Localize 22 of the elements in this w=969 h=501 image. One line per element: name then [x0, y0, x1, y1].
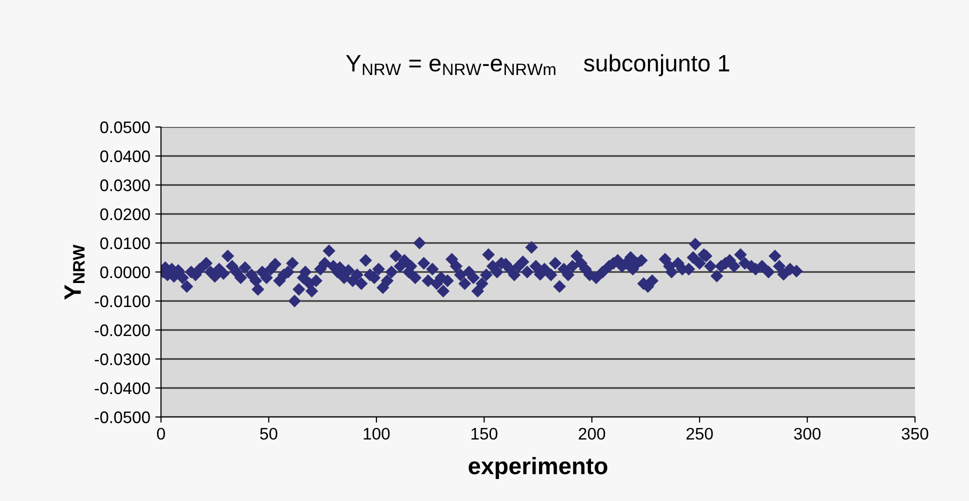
y-tick-label: 0.0200: [100, 208, 150, 220]
y-axis-title: Y$_{NRW}$: [64, 244, 85, 300]
chart-title: Y$_{NRW}$ = e$_{NRW}$-e$_{NRWm}$ subconjunto 1: [346, 54, 730, 76]
y-tick-label: 0.0400: [100, 150, 150, 162]
y-tick-label: 0.0500: [100, 121, 150, 134]
x-axis-title: experimento: [468, 456, 608, 480]
y-tick-label: 0.0100: [100, 237, 150, 250]
x-tick-label: 250: [686, 428, 713, 440]
y-tick-label: -0.0400: [94, 382, 150, 394]
x-tick-label: 200: [578, 428, 606, 440]
x-tick-label: 350: [902, 428, 928, 440]
y-tick-label: -0.0500: [94, 411, 150, 424]
y-tick-label: 0.0300: [100, 179, 150, 192]
y-tick-label: -0.0300: [94, 353, 150, 366]
x-tick-label: 100: [364, 428, 390, 440]
x-tick-label: 50: [260, 428, 278, 440]
y-tick-label: -0.0100: [94, 295, 150, 308]
x-tick-label: 150: [472, 428, 498, 440]
y-tick-label: 0.0000: [100, 266, 150, 278]
y-tick-label: -0.0200: [94, 324, 150, 336]
x-tick-label: 0: [157, 428, 165, 440]
x-tick-label: 300: [794, 428, 821, 440]
